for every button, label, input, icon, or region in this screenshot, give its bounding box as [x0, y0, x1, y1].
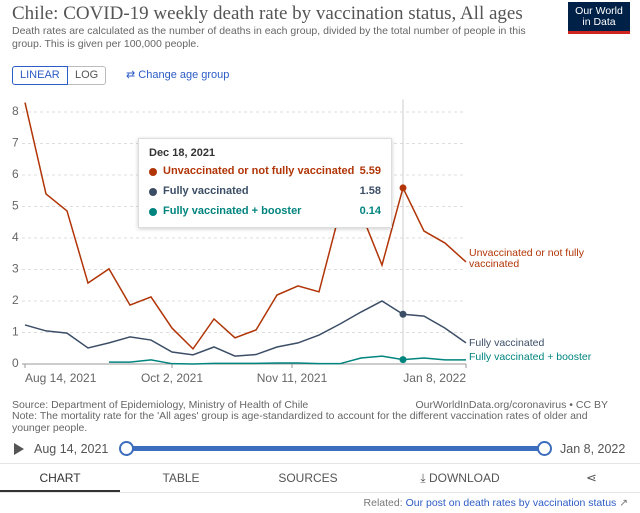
series-line [109, 355, 466, 365]
timeline-end: Jan 8, 2022 [560, 442, 626, 456]
y-tick-label: 7 [12, 136, 19, 150]
series-label: Fully vaccinated + booster [469, 351, 592, 363]
divider [0, 463, 640, 464]
related-link[interactable]: Our post on death rates by vaccination s… [405, 497, 617, 509]
y-tick-label: 5 [12, 199, 19, 213]
hover-point [399, 184, 407, 192]
x-tick-label: Aug 14, 2021 [25, 371, 97, 385]
hover-point [399, 356, 407, 364]
y-tick-label: 1 [12, 325, 19, 339]
series-label: Fully vaccinated [469, 337, 545, 349]
tooltip-swatch [149, 168, 157, 176]
chart-title: Chile: COVID-19 weekly death rate by vac… [12, 3, 523, 24]
tooltip-value: 1.58 [359, 185, 381, 197]
change-label: Change age group [138, 69, 230, 81]
tooltip-swatch [149, 208, 157, 216]
y-tick-label: 2 [12, 293, 19, 307]
series-label: Unvaccinated or not fully vaccinated [469, 247, 584, 270]
tab-chart[interactable]: CHART [39, 471, 81, 485]
tooltip-series-name: Fully vaccinated + booster [163, 205, 302, 217]
series-line [24, 102, 467, 351]
tab-download[interactable]: ⤓ DOWNLOAD [420, 471, 500, 485]
tooltip-series-name: Fully vaccinated [163, 185, 249, 197]
chart: 0 1 2 3 4 5 6 7 8 Aug 14, 2021 Oct 2, 2021 Nov 11, … [12, 99, 467, 385]
timeline-handle[interactable] [537, 441, 552, 456]
timeline-start: Aug 14, 2021 [34, 442, 109, 456]
y-tick-label: 6 [12, 167, 19, 181]
y-tick-label: 3 [12, 262, 19, 276]
note: Note: The mortality rate for the 'All ag… [12, 410, 588, 434]
y-tick-label: 8 [12, 104, 19, 118]
tooltip: Dec 18, 2021 Unvaccinated or not fully v… [138, 138, 392, 228]
y-tick-label: 0 [12, 356, 19, 370]
x-tick-label: Oct 2, 2021 [141, 371, 203, 385]
y-tick-label: 4 [12, 230, 19, 244]
tooltip-value: 5.59 [359, 165, 381, 177]
tooltip-value: 0.14 [359, 205, 381, 217]
source-url: OurWorldInData.org/coronavirus • CC BY [415, 399, 608, 411]
tooltip-series-name: Unvaccinated or not fully vaccinated [163, 165, 355, 177]
related-prefix: Related: [363, 497, 403, 509]
logo-text: in Data [582, 16, 616, 28]
x-tick-label: Jan 8, 2022 [403, 371, 466, 385]
timeline-track[interactable] [125, 446, 544, 451]
series-line [24, 300, 467, 357]
chart-subtitle: Death rates are calculated as the number… [12, 25, 526, 50]
divider [0, 492, 640, 493]
linear-button[interactable]: LINEAR [12, 66, 68, 85]
tooltip-date: Dec 18, 2021 [149, 147, 216, 159]
x-tick-label: Nov 11, 2021 [257, 371, 328, 385]
play-button[interactable] [14, 443, 24, 455]
timeline-handle[interactable] [119, 441, 134, 456]
log-button[interactable]: LOG [68, 66, 107, 85]
share-button[interactable]: ⋖ [586, 470, 597, 485]
tooltip-swatch [149, 188, 157, 196]
hover-point [399, 310, 407, 318]
related: Related: Our post on death rates by vacc… [363, 497, 628, 509]
tab-table[interactable]: TABLE [162, 471, 200, 485]
logo[interactable]: Our World in Data [568, 2, 630, 34]
tab-download-label: DOWNLOAD [428, 471, 500, 485]
source: Source: Department of Epidemiology, Mini… [12, 399, 309, 411]
logo-text: Our World [575, 5, 623, 17]
tab-underline [0, 490, 120, 492]
change-age-group[interactable]: ⇄ Change age group [126, 69, 230, 81]
tab-sources[interactable]: SOURCES [278, 471, 338, 485]
